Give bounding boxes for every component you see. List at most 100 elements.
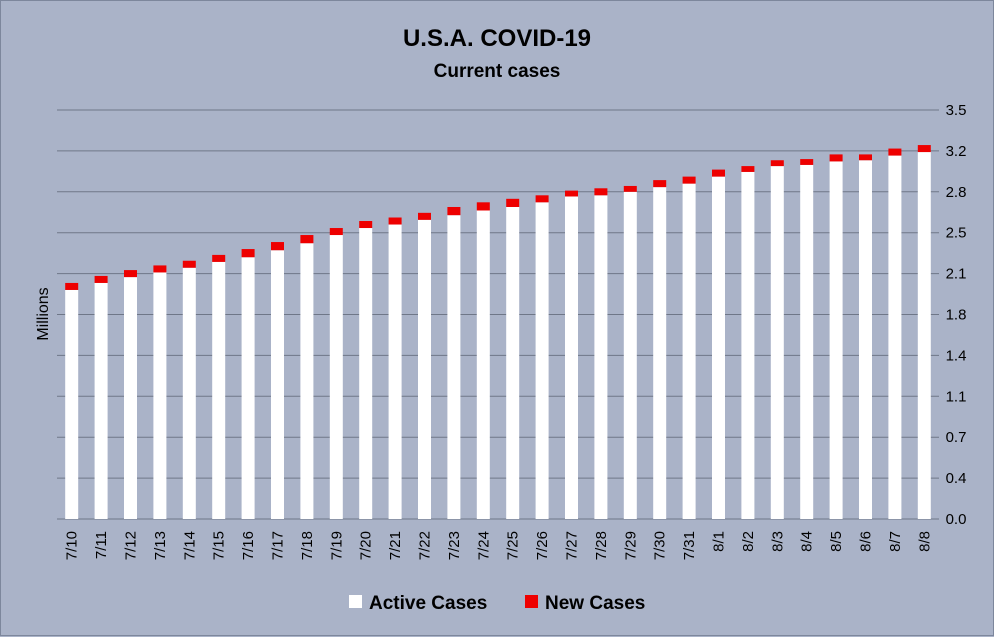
bar-active-cases bbox=[388, 224, 402, 519]
y-tick-label: 3.5 bbox=[946, 102, 967, 119]
bar-active-cases bbox=[359, 228, 373, 520]
legend-swatch-new-cases bbox=[525, 595, 538, 608]
bar-active-cases bbox=[594, 195, 608, 519]
x-tick-label: 7/18 bbox=[299, 531, 316, 560]
y-tick-labels: 0.0 0.4 0.7 1.1 1.4 1.8 2.1 2.5 2.8 3.2 3.5 bbox=[946, 102, 967, 528]
bar-active-cases bbox=[712, 176, 725, 519]
bar-new-cases bbox=[241, 249, 255, 258]
bar-active-cases bbox=[241, 257, 255, 519]
x-tick-label: 7/11 bbox=[93, 531, 110, 559]
x-tick-label: 7/20 bbox=[358, 531, 375, 560]
y-tick-label: 0.4 bbox=[946, 470, 967, 487]
bar-active-cases bbox=[212, 261, 226, 519]
x-tick-label: 7/16 bbox=[240, 531, 257, 560]
x-tick-label: 7/23 bbox=[446, 531, 463, 560]
x-tick-label: 8/7 bbox=[887, 531, 904, 552]
x-tick-label: 7/30 bbox=[652, 531, 669, 560]
bar-new-cases bbox=[271, 242, 284, 251]
x-tick-label: 7/29 bbox=[622, 531, 639, 560]
bar-active-cases bbox=[271, 250, 284, 519]
x-tick-label: 7/17 bbox=[270, 531, 287, 560]
bar-active-cases bbox=[329, 235, 343, 519]
bar-active-cases bbox=[623, 191, 637, 520]
x-tick-label: 7/24 bbox=[475, 531, 492, 560]
bar-active-cases bbox=[888, 155, 902, 519]
bar-new-cases bbox=[623, 185, 637, 192]
legend-label-active-cases: Active Cases bbox=[369, 593, 487, 614]
bar-new-cases bbox=[770, 160, 784, 167]
x-tick-label: 7/14 bbox=[181, 531, 198, 560]
bar-active-cases bbox=[741, 171, 755, 520]
bar-new-cases bbox=[565, 190, 578, 197]
x-tick-label: 8/3 bbox=[769, 531, 786, 552]
bar-new-cases bbox=[359, 221, 373, 229]
bar-active-cases bbox=[917, 152, 931, 519]
legend: Active Cases New Cases bbox=[349, 593, 645, 614]
x-tick-label: 7/21 bbox=[387, 531, 404, 560]
bar-new-cases bbox=[917, 145, 931, 153]
bar-new-cases bbox=[153, 265, 167, 273]
x-tick-label: 7/25 bbox=[505, 531, 522, 560]
bar-new-cases bbox=[888, 148, 902, 156]
bar-active-cases bbox=[682, 183, 696, 519]
bar-new-cases bbox=[124, 270, 137, 278]
bar-active-cases bbox=[653, 187, 667, 519]
bar-new-cases bbox=[800, 159, 814, 165]
bar-new-cases bbox=[182, 260, 196, 268]
x-tick-label: 8/1 bbox=[711, 531, 728, 552]
y-tick-label: 1.4 bbox=[946, 347, 967, 364]
bar-new-cases bbox=[859, 154, 872, 161]
x-tick-label: 8/8 bbox=[916, 531, 933, 552]
y-tick-label: 2.8 bbox=[946, 184, 967, 201]
bar-new-cases bbox=[300, 235, 314, 244]
bar-active-cases bbox=[94, 282, 108, 519]
bar-new-cases bbox=[476, 202, 490, 211]
legend-swatch-active-cases bbox=[349, 595, 362, 608]
y-tick-label: 2.5 bbox=[946, 225, 967, 242]
x-tick-label: 7/13 bbox=[152, 531, 169, 560]
x-tick-label: 8/4 bbox=[799, 531, 816, 552]
y-tick-label: 1.8 bbox=[946, 307, 967, 324]
y-tick-label: 1.1 bbox=[946, 388, 967, 405]
bar-new-cases bbox=[447, 206, 461, 216]
bars bbox=[65, 145, 931, 520]
bar-new-cases bbox=[388, 217, 402, 225]
bar-new-cases bbox=[829, 154, 843, 162]
bar-active-cases bbox=[65, 289, 79, 519]
x-tick-label: 7/31 bbox=[681, 531, 698, 560]
bar-new-cases bbox=[65, 282, 79, 290]
bar-new-cases bbox=[329, 228, 343, 236]
bar-new-cases bbox=[418, 212, 431, 220]
bar-new-cases bbox=[712, 169, 725, 177]
x-tick-label: 7/19 bbox=[328, 531, 345, 560]
bar-active-cases bbox=[506, 206, 520, 519]
bar-new-cases bbox=[653, 180, 667, 188]
bar-active-cases bbox=[124, 277, 137, 519]
bar-active-cases bbox=[859, 160, 872, 519]
x-tick-label: 8/6 bbox=[858, 531, 875, 552]
bar-active-cases bbox=[770, 166, 784, 519]
x-tick-label: 7/12 bbox=[123, 531, 140, 560]
bar-active-cases bbox=[565, 196, 578, 519]
x-tick-label: 8/5 bbox=[828, 531, 845, 552]
x-tick-label: 7/28 bbox=[593, 531, 610, 560]
bar-active-cases bbox=[182, 267, 196, 519]
bar-new-cases bbox=[212, 254, 226, 262]
bar-active-cases bbox=[800, 164, 814, 519]
chart-subtitle: Current cases bbox=[434, 61, 561, 82]
y-tick-label: 0.0 bbox=[946, 511, 967, 528]
chart-title: U.S.A. COVID-19 bbox=[403, 25, 591, 52]
bar-active-cases bbox=[447, 215, 461, 519]
y-tick-label: 2.1 bbox=[946, 266, 967, 283]
y-tick-label: 3.2 bbox=[946, 143, 967, 160]
bar-active-cases bbox=[476, 210, 490, 520]
bar-active-cases bbox=[153, 272, 167, 519]
legend-label-new-cases: New Cases bbox=[545, 593, 645, 614]
bar-new-cases bbox=[682, 176, 696, 184]
x-tick-label: 7/27 bbox=[564, 531, 581, 560]
x-tick-label: 7/10 bbox=[64, 531, 81, 560]
x-tick-label: 7/26 bbox=[534, 531, 551, 560]
x-tick-label: 8/2 bbox=[740, 531, 757, 552]
x-tick-label: 7/15 bbox=[211, 531, 228, 560]
